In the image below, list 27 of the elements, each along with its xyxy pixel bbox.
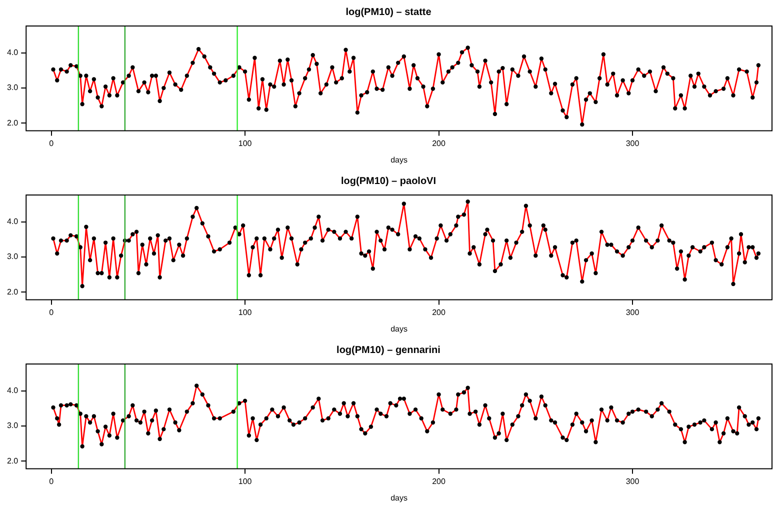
y-tick-label: 2.0 (6, 456, 19, 466)
x-tick-label: 100 (238, 476, 252, 486)
y-tick-label: 3.0 (6, 83, 19, 92)
x-tick-label: 300 (626, 476, 640, 486)
y-tick-label: 4.0 (6, 386, 19, 396)
y-tick-label: 2.0 (6, 118, 19, 128)
y-tick-label: 3.0 (6, 421, 19, 430)
x-tick-label: 100 (238, 138, 252, 148)
x-tick-label: 200 (432, 138, 446, 148)
y-tick-label: 2.0 (6, 287, 19, 296)
x-tick-label: 0 (49, 308, 54, 317)
x-tick-label: 200 (432, 308, 446, 317)
x-tick-label: 100 (238, 308, 252, 317)
x-axis-title: days (390, 155, 408, 164)
x-tick-label: 300 (626, 308, 640, 317)
y-tick-label: 3.0 (6, 252, 19, 262)
x-tick-label: 0 (49, 138, 54, 148)
x-tick-label: 200 (432, 476, 446, 486)
y-tick-label: 4.0 (6, 48, 19, 58)
chart-title: log(PM10) – gennarini (336, 344, 441, 356)
x-axis-title: days (390, 324, 408, 334)
chart-title: log(PM10) – statte (346, 6, 432, 18)
x-axis-title: days (390, 493, 408, 502)
x-tick-label: 300 (626, 138, 640, 148)
y-tick-label: 4.0 (6, 217, 19, 226)
chart-title: log(PM10) – paoloVI (340, 176, 436, 187)
x-tick-label: 0 (49, 476, 54, 486)
